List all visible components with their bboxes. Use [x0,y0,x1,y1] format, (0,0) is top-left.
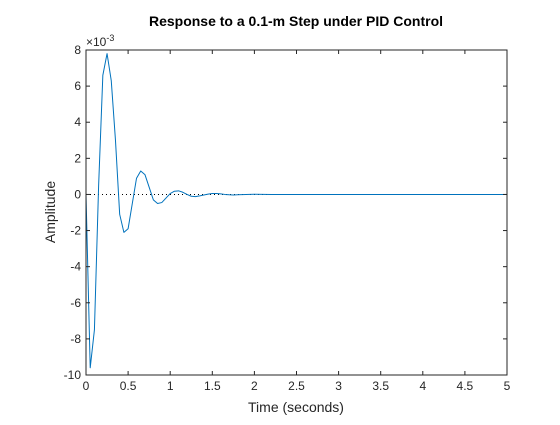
y-tick-label: 2 [74,151,81,165]
x-tick-label: 3.5 [372,379,389,393]
x-tick-label: 5 [504,379,511,393]
y-tick-label: 8 [74,43,81,57]
y-multiplier-exponent: -3 [106,33,114,43]
y-multiplier: ×10-3 [86,33,114,49]
y-multiplier-base: ×10 [86,35,107,49]
y-tick-label: -8 [70,332,81,346]
y-tick-label: 4 [74,115,81,129]
plot-marks [85,53,507,369]
y-axis-label: Amplitude [42,181,58,243]
x-tick-label: 2 [251,379,258,393]
series-line-1 [85,53,507,369]
chart-title: Response to a 0.1-m Step under PID Contr… [149,13,443,29]
y-tick-label: 0 [74,187,81,201]
axis-ticks: 0 0.5 1 1.5 2 2.5 3 3.5 4 4.5 5 -10 -8 -6 -4 -2 0 2 4 6 8 [64,43,511,393]
plot-frame [85,49,508,376]
x-tick-label: 2.5 [288,379,305,393]
x-tick-label: 1.5 [204,379,221,393]
y-tick-label: -4 [70,260,81,274]
y-tick-label: -6 [70,296,81,310]
x-tick-label: 4 [419,379,426,393]
x-tick-label: 3 [335,379,342,393]
plot-background [86,50,507,375]
x-axis-label: Time (seconds) [248,399,344,415]
x-tick-label: 0.5 [120,379,137,393]
x-tick-label: 0 [83,379,90,393]
y-tick-label: 6 [74,79,81,93]
y-tick-label: -2 [70,224,81,238]
x-tick-label: 1 [167,379,174,393]
x-tick-label: 4.5 [457,379,474,393]
y-tick-label: -10 [64,368,82,382]
